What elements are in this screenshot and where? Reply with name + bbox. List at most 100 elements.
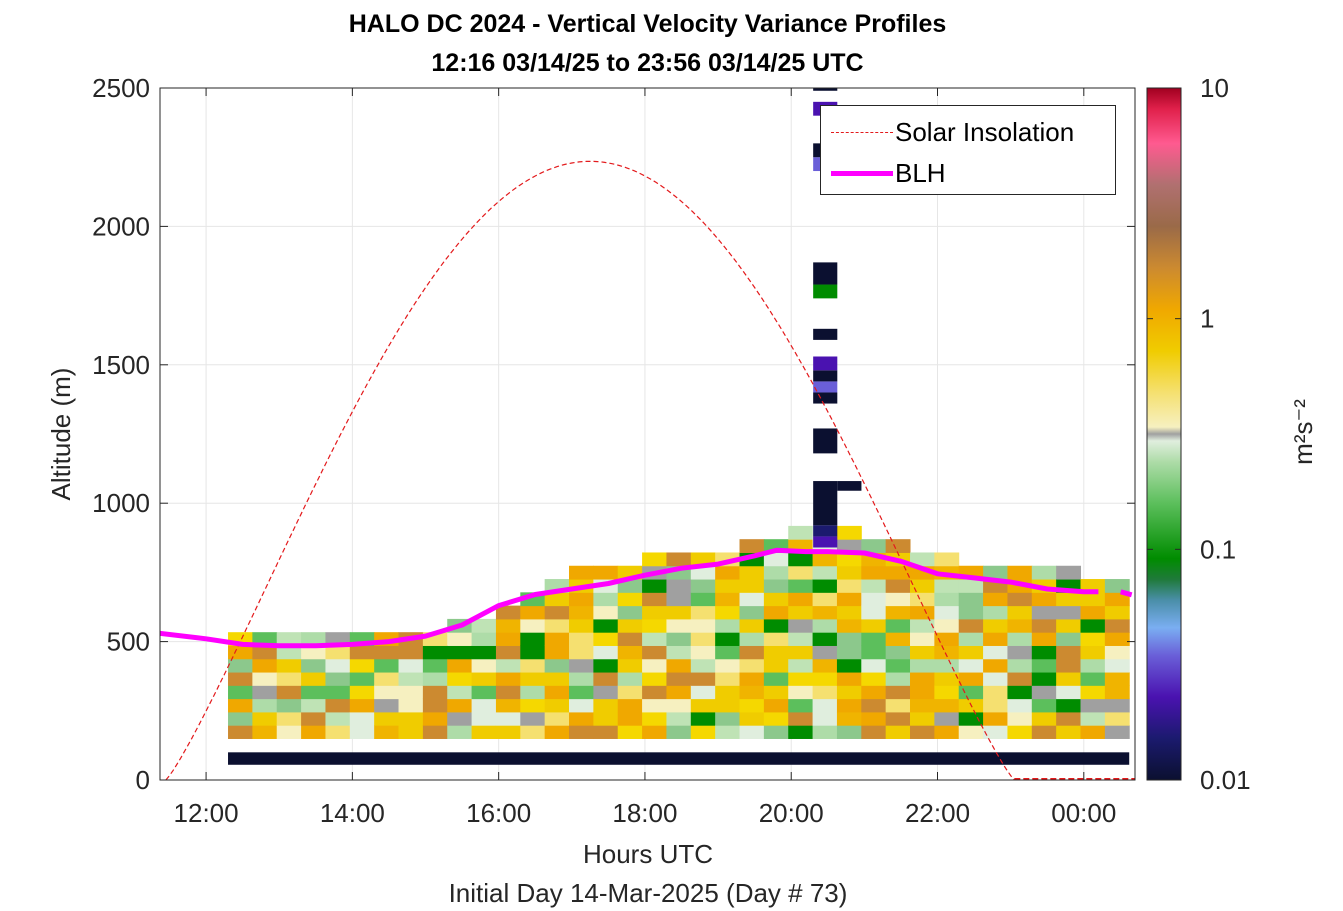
variance-cell: [958, 645, 984, 660]
colorbar-tick-label: 1: [1200, 304, 1214, 334]
variance-cell: [301, 645, 326, 660]
colorbar-tick-label: 0.1: [1200, 534, 1236, 564]
variance-cell: [739, 658, 765, 673]
variance-cell: [495, 672, 521, 686]
variance-column-cell: [813, 392, 838, 404]
variance-cell: [495, 632, 521, 646]
variance-cell: [934, 725, 960, 739]
variance-cell: [228, 685, 253, 700]
variance-cell: [471, 725, 497, 739]
variance-cell: [398, 645, 424, 660]
variance-cell: [1007, 711, 1033, 726]
variance-cell: [569, 698, 594, 713]
variance-cell: [836, 579, 862, 593]
variance-cell: [690, 592, 716, 607]
variance-cell: [301, 698, 326, 713]
variance-cell: [836, 605, 862, 620]
variance-cell: [836, 552, 862, 567]
variance-cell: [715, 605, 741, 620]
variance-cell: [1007, 672, 1033, 686]
variance-cell: [836, 698, 862, 713]
variance-cell: [544, 618, 570, 633]
variance-cell: [812, 711, 838, 726]
variance-cell: [642, 725, 667, 739]
variance-cell: [763, 698, 789, 713]
variance-cell: [910, 592, 935, 607]
variance-cell: [349, 658, 375, 673]
variance-cell: [910, 605, 935, 620]
variance-cell: [788, 698, 814, 713]
variance-cell: [252, 725, 278, 739]
variance-cell: [666, 592, 692, 607]
variance-cell: [861, 565, 887, 580]
variance-cell: [666, 645, 692, 660]
variance-column-cell: [813, 525, 838, 537]
variance-cell: [690, 725, 716, 739]
variance-cell: [690, 618, 716, 633]
variance-cell: [885, 579, 911, 593]
variance-cell: [1080, 698, 1106, 713]
variance-cell: [228, 711, 253, 726]
variance-cell: [910, 658, 935, 673]
variance-cell: [836, 565, 862, 580]
variance-cell: [885, 632, 911, 646]
variance-cell: [544, 725, 570, 739]
variance-cell: [642, 672, 667, 686]
variance-cell: [520, 711, 546, 726]
variance-cell: [666, 698, 692, 713]
variance-cell: [958, 658, 984, 673]
variance-cell: [593, 672, 619, 686]
variance-cell: [934, 645, 960, 660]
variance-cell: [788, 525, 814, 540]
variance-cell: [861, 618, 887, 633]
variance-cell: [958, 592, 984, 607]
variance-cell: [422, 672, 448, 686]
variance-cell: [861, 632, 887, 646]
variance-cell: [1007, 685, 1033, 700]
variance-cell: [252, 711, 278, 726]
variance-cell: [276, 698, 302, 713]
variance-cell: [885, 658, 911, 673]
variance-cell: [885, 565, 911, 580]
variance-cell: [1104, 672, 1130, 686]
variance-cell: [763, 711, 789, 726]
variance-cell: [934, 711, 960, 726]
variance-cell: [885, 539, 911, 553]
legend-item-solar: Solar Insolation: [821, 114, 1115, 150]
variance-cell: [569, 711, 594, 726]
x-tick-label: 22:00: [905, 798, 970, 828]
variance-column-cell: [813, 262, 838, 285]
variance-cell: [520, 605, 546, 620]
variance-cell: [374, 672, 400, 686]
chart-title: HALO DC 2024 - Vertical Velocity Varianc…: [348, 10, 947, 38]
variance-cell: [471, 645, 497, 660]
variance-cell: [690, 645, 716, 660]
legend-label-solar: Solar Insolation: [895, 117, 1075, 147]
variance-cell: [690, 579, 716, 593]
variance-cell: [715, 592, 741, 607]
variance-cell: [690, 685, 716, 700]
variance-cell: [422, 725, 448, 739]
variance-cell: [1080, 725, 1106, 739]
variance-cell: [617, 605, 643, 620]
variance-cell: [715, 698, 741, 713]
variance-cell: [739, 672, 765, 686]
variance-cell: [1104, 725, 1130, 739]
variance-cell: [471, 632, 497, 646]
variance-cell: [374, 685, 400, 700]
variance-cell: [666, 725, 692, 739]
variance-cell: [983, 685, 1008, 700]
variance-cell: [1056, 711, 1082, 726]
variance-cell: [788, 711, 814, 726]
variance-cell: [763, 552, 789, 567]
variance-column-cell: [813, 428, 838, 454]
variance-cell: [715, 672, 741, 686]
variance-cell: [861, 698, 887, 713]
variance-cell: [836, 618, 862, 633]
variance-cell: [276, 711, 302, 726]
variance-cell: [885, 672, 911, 686]
variance-cell: [228, 672, 253, 686]
variance-cell: [739, 605, 765, 620]
variance-cell: [763, 592, 789, 607]
variance-cell: [447, 711, 473, 726]
